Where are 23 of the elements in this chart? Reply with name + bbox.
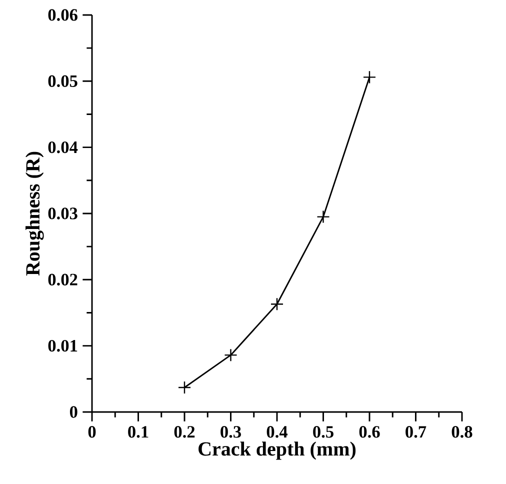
- x-tick-label: 0: [88, 426, 96, 438]
- x-tick-label: 0.5: [313, 426, 334, 438]
- y-axis-title: Roughness (R): [26, 152, 44, 276]
- point: [270, 298, 284, 311]
- point: [362, 70, 376, 84]
- x-tick-label: 0.3: [220, 426, 241, 438]
- x-tick-label: 0.4: [266, 426, 288, 438]
- x-axis-title: Crack depth (mm): [198, 442, 356, 460]
- y-tick-label: 0.01: [48, 340, 78, 352]
- x-tick-label: 0.2: [174, 426, 195, 438]
- y-tick-label: 0: [70, 406, 78, 418]
- x-tick-label: 0.1: [128, 426, 148, 438]
- point: [224, 348, 238, 362]
- y-tick-label: 0.05: [48, 75, 78, 88]
- y-tick-label: 0.03: [48, 208, 78, 220]
- y-tick-label: 0.06: [48, 9, 78, 21]
- point: [316, 210, 330, 224]
- y-tick-label: 0.02: [48, 274, 78, 286]
- x-tick-label: 0.7: [406, 426, 426, 438]
- x-tick-label: 0.6: [359, 426, 380, 438]
- point: [178, 380, 192, 394]
- y-tick-label: 0.04: [48, 141, 78, 154]
- x-tick-label: 0.8: [452, 426, 472, 438]
